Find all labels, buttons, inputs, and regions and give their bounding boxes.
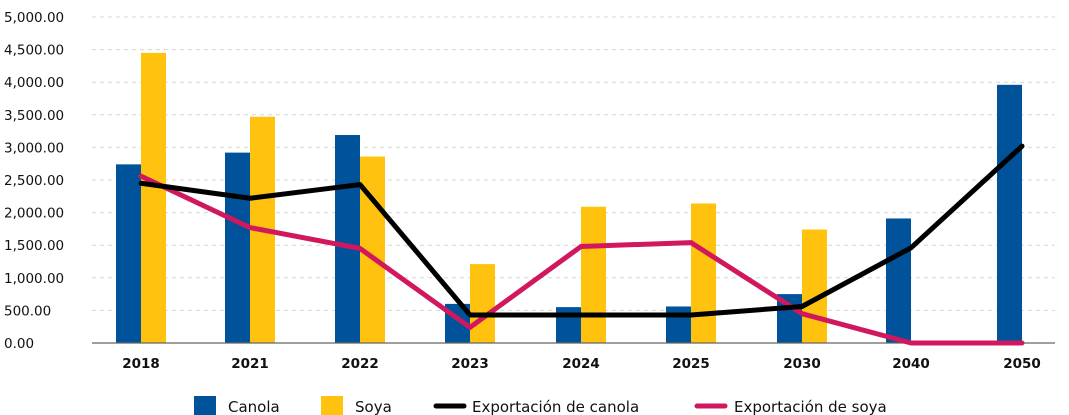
y-tick-label: 5,000.00 [4,10,64,26]
bar-canola-2025 [666,306,691,343]
y-tick-label: 4,000.00 [4,75,64,91]
legend-item: Exportación de soya [694,398,887,415]
legend-swatch [321,396,343,415]
y-tick-label: 0.00 [4,336,34,352]
legend-item: Exportación de canola [433,398,639,415]
x-tick-label: 2018 [122,356,160,372]
series-lines [138,143,1025,346]
x-tick-label: 2030 [783,356,821,372]
y-tick-label: 1,000.00 [4,271,64,287]
series-line-exportación-de-soya [138,173,1025,346]
legend-swatch [194,396,216,415]
y-axis: 0.00 500.00 1,000.00 1,500.00 2,000.00 2,500.… [4,10,64,352]
bar-soya-2023 [470,264,495,343]
legend-item: Canola [194,396,280,415]
x-tick-label: 2024 [562,356,600,372]
bar-canola-2021 [225,152,250,343]
bar-soya-2024 [581,206,606,343]
x-tick-label: 2025 [672,356,710,372]
x-tick-label: 2050 [1003,356,1041,372]
y-tick-label: 500.00 [4,303,51,319]
legend-item: Soya [321,396,392,415]
y-tick-label: 1,500.00 [4,238,64,254]
legend-label: Exportación de soya [734,398,887,415]
bar-canola-2018 [116,164,141,343]
legend: Canola Soya Exportación de canola Exportaci… [194,396,887,415]
y-tick-label: 3,500.00 [4,108,64,124]
x-tick-label: 2021 [231,356,269,372]
x-axis: 2018 2021 2022 2023 2024 2025 2030 2040 2050 [122,356,1041,372]
bar-soya-2030 [802,229,827,343]
legend-label: Canola [228,398,280,415]
bar-soya-2018 [141,52,166,344]
bar-soya-2025 [691,203,716,343]
x-tick-label: 2023 [451,356,489,372]
y-tick-label: 2,500.00 [4,173,64,189]
bar-canola-2050 [997,84,1022,344]
legend-label: Soya [355,398,392,415]
y-tick-label: 4,500.00 [4,43,64,59]
y-tick-label: 3,000.00 [4,140,64,156]
legend-label: Exportación de canola [472,398,639,415]
x-tick-label: 2022 [341,356,379,372]
series-line-exportación-de-canola [138,143,1025,318]
bar-canola-2040 [886,218,911,343]
bars [116,52,1022,344]
bar-canola-2022 [335,135,360,343]
y-tick-label: 2,000.00 [4,206,64,222]
x-tick-label: 2040 [892,356,930,372]
